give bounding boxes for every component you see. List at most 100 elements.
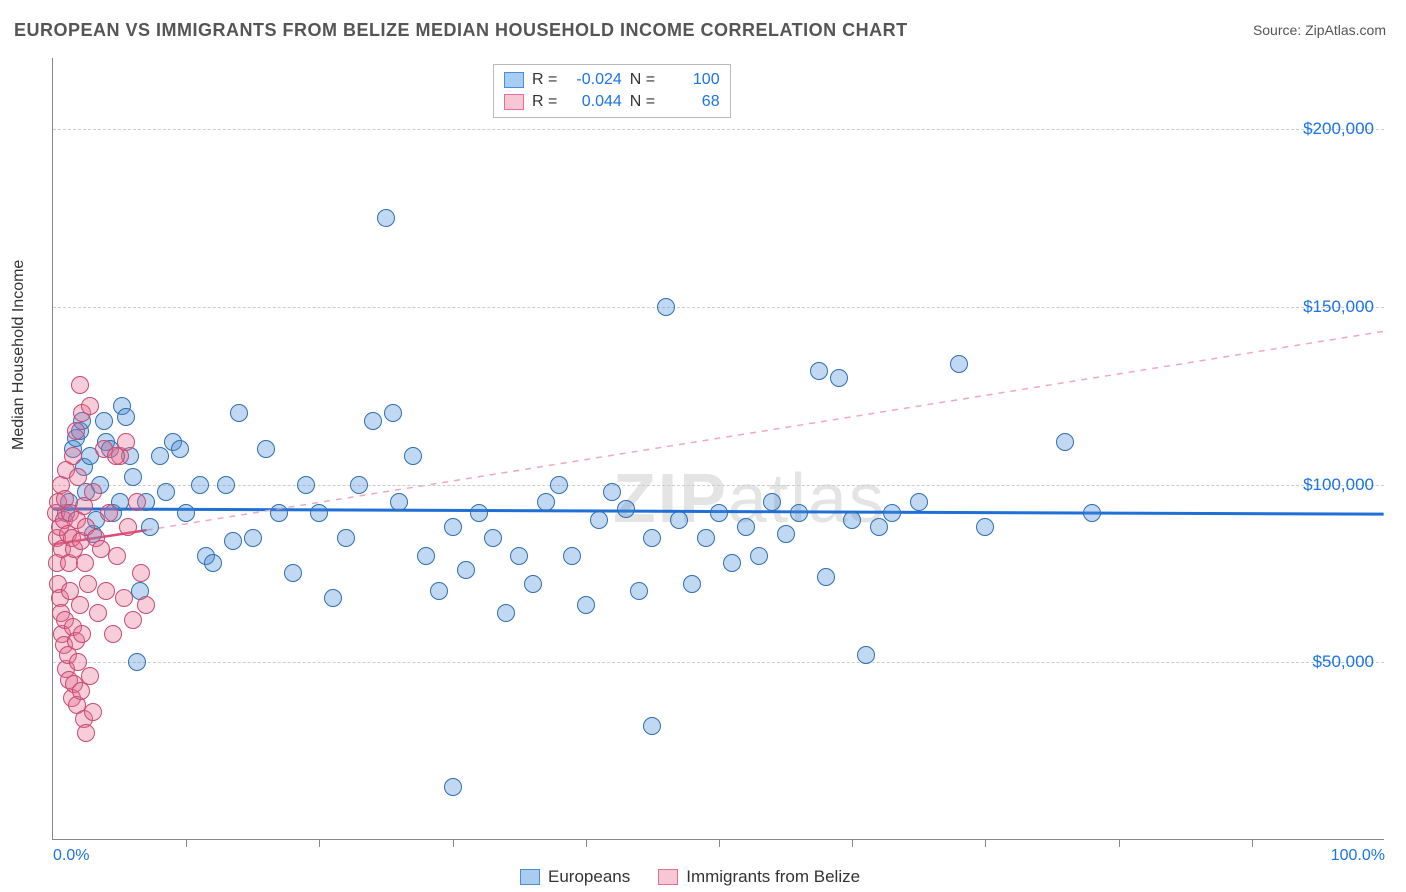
x-tick [319, 839, 320, 847]
point-europeans [577, 596, 595, 614]
point-europeans [171, 440, 189, 458]
point-europeans [217, 476, 235, 494]
point-belize [81, 397, 99, 415]
point-belize [71, 376, 89, 394]
point-belize [69, 468, 87, 486]
point-belize [89, 604, 107, 622]
point-europeans [257, 440, 275, 458]
point-europeans [697, 529, 715, 547]
point-europeans [364, 412, 382, 430]
correlation-row: R = -0.024N = 100 [504, 69, 720, 91]
point-europeans [617, 500, 635, 518]
point-europeans [417, 547, 435, 565]
point-europeans [124, 468, 142, 486]
chart-container: EUROPEAN VS IMMIGRANTS FROM BELIZE MEDIA… [0, 0, 1406, 892]
point-europeans [857, 646, 875, 664]
point-belize [71, 596, 89, 614]
x-tick [719, 839, 720, 847]
x-tick-label: 100.0% [1331, 847, 1385, 865]
point-europeans [1056, 433, 1074, 451]
point-europeans [563, 547, 581, 565]
gridline [53, 485, 1384, 486]
point-belize [119, 518, 137, 536]
point-belize [84, 703, 102, 721]
point-europeans [810, 362, 828, 380]
x-tick [852, 839, 853, 847]
x-tick [453, 839, 454, 847]
point-europeans [484, 529, 502, 547]
point-europeans [910, 493, 928, 511]
legend-item: Immigrants from Belize [658, 867, 860, 887]
point-europeans [457, 561, 475, 579]
point-europeans [337, 529, 355, 547]
point-europeans [657, 298, 675, 316]
point-belize [64, 447, 82, 465]
point-europeans [537, 493, 555, 511]
point-europeans [843, 511, 861, 529]
point-belize [107, 447, 125, 465]
point-europeans [603, 483, 621, 501]
gridline [53, 129, 1384, 130]
point-europeans [737, 518, 755, 536]
point-europeans [141, 518, 159, 536]
x-tick [586, 839, 587, 847]
correlation-row: R = 0.044N = 68 [504, 91, 720, 113]
point-europeans [883, 504, 901, 522]
point-belize [100, 504, 118, 522]
x-tick [1119, 839, 1120, 847]
point-europeans [324, 589, 342, 607]
point-belize [137, 596, 155, 614]
trend-lines [53, 58, 1384, 839]
source-label: Source: ZipAtlas.com [1253, 22, 1386, 38]
point-europeans [430, 582, 448, 600]
point-belize [77, 724, 95, 742]
point-belize [67, 422, 85, 440]
point-europeans [750, 547, 768, 565]
point-europeans [870, 518, 888, 536]
point-europeans [710, 504, 728, 522]
point-europeans [151, 447, 169, 465]
point-europeans [95, 412, 113, 430]
point-belize [84, 483, 102, 501]
point-europeans [244, 529, 262, 547]
x-tick [1252, 839, 1253, 847]
point-europeans [524, 575, 542, 593]
point-belize [108, 547, 126, 565]
gridline [53, 307, 1384, 308]
point-belize [81, 667, 99, 685]
y-tick-label: $100,000 [1303, 475, 1374, 495]
point-europeans [390, 493, 408, 511]
point-europeans [230, 404, 248, 422]
x-tick [985, 839, 986, 847]
point-europeans [817, 568, 835, 586]
plot-area: ZIPatlas R = -0.024N = 100R = 0.044N = 6… [52, 58, 1384, 840]
point-europeans [377, 209, 395, 227]
point-europeans [224, 532, 242, 550]
point-europeans [550, 476, 568, 494]
point-belize [115, 589, 133, 607]
point-europeans [670, 511, 688, 529]
point-europeans [643, 717, 661, 735]
y-tick-label: $50,000 [1313, 652, 1374, 672]
point-europeans [384, 404, 402, 422]
series-legend: Europeans Immigrants from Belize [520, 867, 860, 887]
point-europeans [683, 575, 701, 593]
point-europeans [128, 653, 146, 671]
correlation-legend: R = -0.024N = 100R = 0.044N = 68 [493, 64, 731, 118]
point-europeans [444, 518, 462, 536]
point-belize [132, 564, 150, 582]
point-europeans [444, 778, 462, 796]
point-europeans [497, 604, 515, 622]
point-europeans [350, 476, 368, 494]
point-belize [128, 493, 146, 511]
legend-label: Europeans [548, 867, 630, 887]
point-europeans [643, 529, 661, 547]
point-europeans [470, 504, 488, 522]
point-europeans [976, 518, 994, 536]
point-europeans [723, 554, 741, 572]
point-europeans [630, 582, 648, 600]
chart-title: EUROPEAN VS IMMIGRANTS FROM BELIZE MEDIA… [14, 20, 908, 41]
point-europeans [177, 504, 195, 522]
point-europeans [191, 476, 209, 494]
point-europeans [204, 554, 222, 572]
